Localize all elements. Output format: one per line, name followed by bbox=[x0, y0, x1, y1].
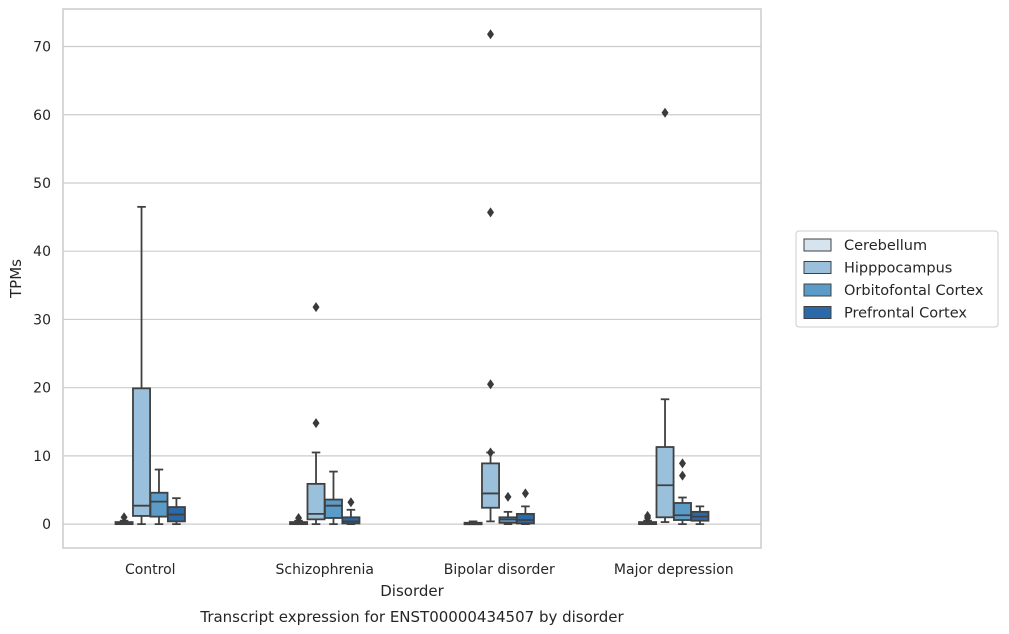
box-3-0 bbox=[638, 510, 658, 526]
outlier-point bbox=[644, 510, 652, 521]
box-3-2 bbox=[673, 458, 692, 526]
box-iqr bbox=[149, 491, 169, 518]
legend-swatch bbox=[803, 283, 832, 297]
legend-swatch bbox=[803, 306, 832, 319]
y-tick-label: 10 bbox=[33, 449, 51, 465]
legend: Cerebellum Hipppocampus Orbitofontal Corte… bbox=[795, 230, 999, 328]
box-iqr bbox=[324, 498, 343, 519]
box-0-0 bbox=[114, 512, 134, 526]
outlier-point bbox=[487, 447, 495, 458]
outlier-point bbox=[312, 302, 320, 313]
legend-label: Cerebellum bbox=[844, 238, 927, 254]
box-iqr bbox=[132, 387, 151, 517]
box-2-3 bbox=[515, 488, 535, 526]
outlier-point bbox=[487, 207, 495, 218]
x-axis-label: Disorder bbox=[380, 582, 444, 600]
box-2-1 bbox=[481, 29, 500, 523]
outlier-point bbox=[312, 418, 320, 429]
y-tick-label: 50 bbox=[33, 176, 51, 192]
x-axis-ticks: Control Schizophrenia Bipolar disorder Majo… bbox=[125, 562, 734, 578]
y-tick-label: 30 bbox=[33, 312, 51, 328]
box-3-3 bbox=[690, 505, 710, 526]
box-2-0 bbox=[463, 520, 483, 526]
outlier-point bbox=[521, 488, 529, 499]
x-tick-label: Major depression bbox=[614, 562, 734, 578]
legend-label: Prefrontal Cortex bbox=[844, 306, 967, 322]
outlier-point bbox=[295, 512, 303, 523]
outlier-point bbox=[487, 379, 495, 390]
outlier-point bbox=[661, 107, 669, 118]
y-tick-label: 70 bbox=[33, 40, 51, 56]
box-0-3 bbox=[166, 497, 186, 526]
outlier-point bbox=[678, 458, 686, 469]
legend-frame bbox=[795, 230, 999, 328]
box-1-2 bbox=[324, 470, 343, 526]
legend-swatch bbox=[803, 238, 832, 252]
chart-caption: Transcript expression for ENST0000043450… bbox=[199, 608, 624, 626]
y-tick-label: 60 bbox=[33, 108, 51, 124]
x-tick-label: Control bbox=[125, 562, 176, 578]
legend-swatch bbox=[803, 261, 832, 274]
box-1-3 bbox=[341, 497, 361, 526]
outlier-point bbox=[347, 497, 355, 508]
outlier-point bbox=[678, 470, 686, 481]
y-axis-ticks: 0 10 20 30 40 50 60 70 bbox=[33, 40, 51, 534]
box-1-0 bbox=[289, 512, 309, 526]
plot-area-frame bbox=[62, 8, 762, 549]
x-tick-label: Bipolar disorder bbox=[444, 562, 555, 578]
box-iqr bbox=[673, 502, 692, 521]
box-iqr bbox=[655, 446, 675, 519]
legend-label: Hipppocampus bbox=[844, 261, 952, 277]
y-tick-label: 20 bbox=[33, 381, 51, 397]
y-axis-label: TPMs bbox=[7, 259, 25, 299]
box-2-2 bbox=[498, 491, 518, 526]
outlier-point bbox=[120, 512, 128, 523]
outlier-point bbox=[487, 29, 495, 40]
box-3-1 bbox=[655, 107, 675, 523]
box-0-2 bbox=[149, 468, 169, 526]
box-iqr bbox=[515, 512, 535, 525]
box-plot-series bbox=[114, 29, 710, 526]
legend-label: Orbitofontal Cortex bbox=[844, 283, 984, 299]
box-iqr bbox=[481, 462, 500, 509]
outlier-point bbox=[504, 491, 512, 502]
grid-lines bbox=[63, 45, 761, 525]
box-0-1 bbox=[132, 205, 151, 526]
box-iqr bbox=[341, 516, 361, 525]
y-tick-label: 40 bbox=[33, 244, 51, 260]
x-tick-label: Schizophrenia bbox=[276, 562, 374, 578]
box-1-1 bbox=[306, 302, 326, 526]
y-tick-label: 0 bbox=[42, 517, 51, 533]
